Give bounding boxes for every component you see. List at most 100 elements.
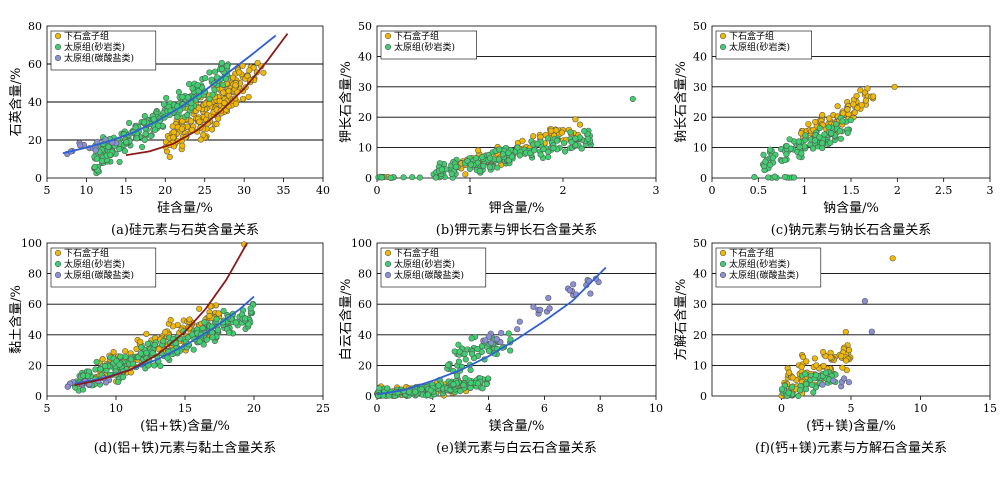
y-tick-label: 80 <box>28 268 42 281</box>
data-point <box>232 319 239 326</box>
data-point <box>236 69 243 76</box>
data-point <box>475 147 482 154</box>
data-point <box>435 382 442 389</box>
data-point <box>137 350 144 357</box>
y-axis-label: 钾长石含量/% <box>338 61 354 143</box>
x-tick-label: 5 <box>44 184 51 197</box>
data-point <box>561 139 568 146</box>
data-point <box>242 315 249 322</box>
data-point <box>211 68 219 75</box>
y-tick-label: 0 <box>35 390 42 403</box>
data-point <box>122 348 129 355</box>
data-point <box>196 338 203 345</box>
data-point <box>868 328 875 335</box>
data-point <box>813 362 820 369</box>
y-tick-label: 20 <box>358 359 372 372</box>
data-point <box>200 341 207 348</box>
data-point <box>260 69 267 76</box>
x-axis-label: 硅含量/% <box>157 200 213 216</box>
legend-label: 下石盒子组 <box>729 30 774 42</box>
chart-panel-f: 0 10 20 30 40 50 0 5 10 15 (钙+镁)含量/% 方解石含量/% (f)(钙+镁… <box>673 237 997 456</box>
y-tick-label: 0 <box>700 390 707 403</box>
data-point <box>797 387 804 394</box>
y-tick-label: 50 <box>358 20 372 33</box>
data-point <box>457 387 464 395</box>
data-point <box>531 147 538 154</box>
chart-panel-d: 0 20 40 60 80 100 5 10 15 20 25 (铝+铁)含量/% 黏土含量/% (d)(… <box>8 237 330 456</box>
y-tick-label: 60 <box>28 298 42 311</box>
y-tick-label: 10 <box>693 142 707 155</box>
legend-marker <box>384 43 392 51</box>
data-point <box>141 119 148 126</box>
data-point <box>474 345 481 353</box>
data-point <box>800 354 807 361</box>
data-point <box>245 93 252 100</box>
data-point <box>194 82 201 89</box>
data-point <box>505 149 512 156</box>
data-point <box>223 75 230 82</box>
scatter-points <box>778 255 896 400</box>
data-point <box>107 151 114 158</box>
data-point <box>239 62 246 69</box>
data-point <box>116 361 123 368</box>
data-point <box>767 146 774 153</box>
data-point <box>116 145 123 153</box>
data-point <box>151 341 158 348</box>
x-tick-label: 1 <box>467 184 474 197</box>
data-point <box>80 372 87 379</box>
scatter-points <box>375 95 636 181</box>
data-point <box>169 123 176 130</box>
y-tick-label: 40 <box>693 50 707 63</box>
data-point <box>473 154 480 162</box>
x-tick-label: 0.5 <box>750 184 768 197</box>
data-point <box>200 131 207 138</box>
data-point <box>142 130 149 137</box>
data-point <box>825 124 832 131</box>
data-point <box>213 120 220 128</box>
y-tick-label: 40 <box>358 329 372 342</box>
data-point <box>105 143 112 150</box>
x-tick-label: 0 <box>374 184 381 197</box>
data-point <box>482 337 489 344</box>
data-point <box>839 364 846 371</box>
legend-label: 太原组(砂岩类) <box>729 258 790 270</box>
data-point <box>460 381 467 389</box>
x-axis-label: (铝+铁)含量/% <box>140 418 230 434</box>
data-point <box>480 162 487 169</box>
data-point <box>467 161 474 168</box>
data-point <box>845 379 852 386</box>
data-point <box>149 349 156 357</box>
data-point <box>493 336 500 343</box>
data-point <box>144 340 151 347</box>
data-point <box>190 346 197 353</box>
y-tick-label: 60 <box>28 58 42 71</box>
data-point <box>844 106 851 113</box>
data-point <box>519 137 526 144</box>
data-point <box>232 82 239 89</box>
legend-label: 太原组(砂岩类) <box>64 41 125 53</box>
data-point <box>823 369 830 376</box>
data-point <box>250 64 257 71</box>
y-tick-label: 80 <box>28 20 42 33</box>
data-point <box>196 305 203 312</box>
trend-line-2 <box>125 33 289 157</box>
y-tick-label: 60 <box>358 298 372 311</box>
data-point <box>133 135 140 142</box>
legend-marker <box>384 260 392 268</box>
legend-label: 太原组(砂岩类) <box>729 41 790 53</box>
data-point <box>174 113 181 120</box>
data-point <box>478 348 485 355</box>
data-point <box>820 362 827 369</box>
data-point <box>102 363 109 370</box>
legend-marker <box>54 249 62 257</box>
data-point <box>787 145 794 152</box>
data-point <box>438 166 445 173</box>
data-point <box>179 142 186 149</box>
data-point <box>811 137 819 144</box>
data-point <box>110 349 117 356</box>
data-point <box>812 118 819 126</box>
data-point <box>514 144 521 151</box>
data-point <box>783 151 790 158</box>
